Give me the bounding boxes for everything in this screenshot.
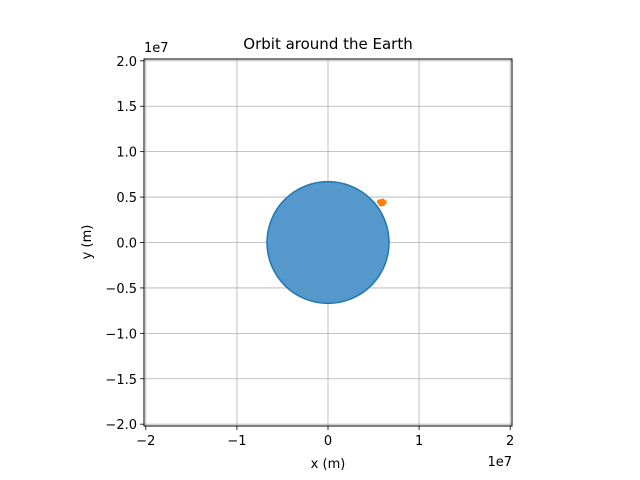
y-tick-label: 1.5 [116, 100, 137, 115]
orbit-point [381, 200, 386, 206]
y-tick-label: 1.0 [116, 146, 137, 161]
y-tick-label: 0.5 [116, 191, 137, 206]
x-axis-ticks: −2 −1 0 1 2 [136, 426, 514, 449]
x-tick-label: −1 [227, 434, 246, 449]
x-tick-label: 2 [506, 434, 514, 449]
y-tick-label: −1.5 [105, 373, 137, 388]
y-tick-label: 0.0 [116, 237, 137, 252]
grid-lines [144, 59, 512, 426]
orbit-layer [376, 198, 387, 207]
y-tick-label: −0.5 [105, 282, 137, 297]
y-tick-label: 2.0 [116, 55, 137, 70]
x-tick-label: −2 [136, 434, 155, 449]
earth-layer [266, 180, 390, 305]
x-tick-label: 1 [415, 434, 423, 449]
x-tick-label: 0 [324, 434, 332, 449]
y-offset-label: 1e7 [144, 41, 169, 56]
x-offset-label: 1e7 [487, 455, 512, 470]
y-axis-ticks: −2.0 −1.5 −1.0 −0.5 0.0 0.5 1.0 1.5 2.0 [105, 55, 144, 433]
y-axis-label: y (m) [80, 225, 95, 260]
y-tick-label: −2.0 [105, 418, 137, 433]
earth-circle [266, 180, 390, 305]
x-axis-label: x (m) [311, 457, 346, 472]
y-tick-label: −1.0 [105, 327, 137, 342]
chart-title: Orbit around the Earth [243, 35, 412, 53]
